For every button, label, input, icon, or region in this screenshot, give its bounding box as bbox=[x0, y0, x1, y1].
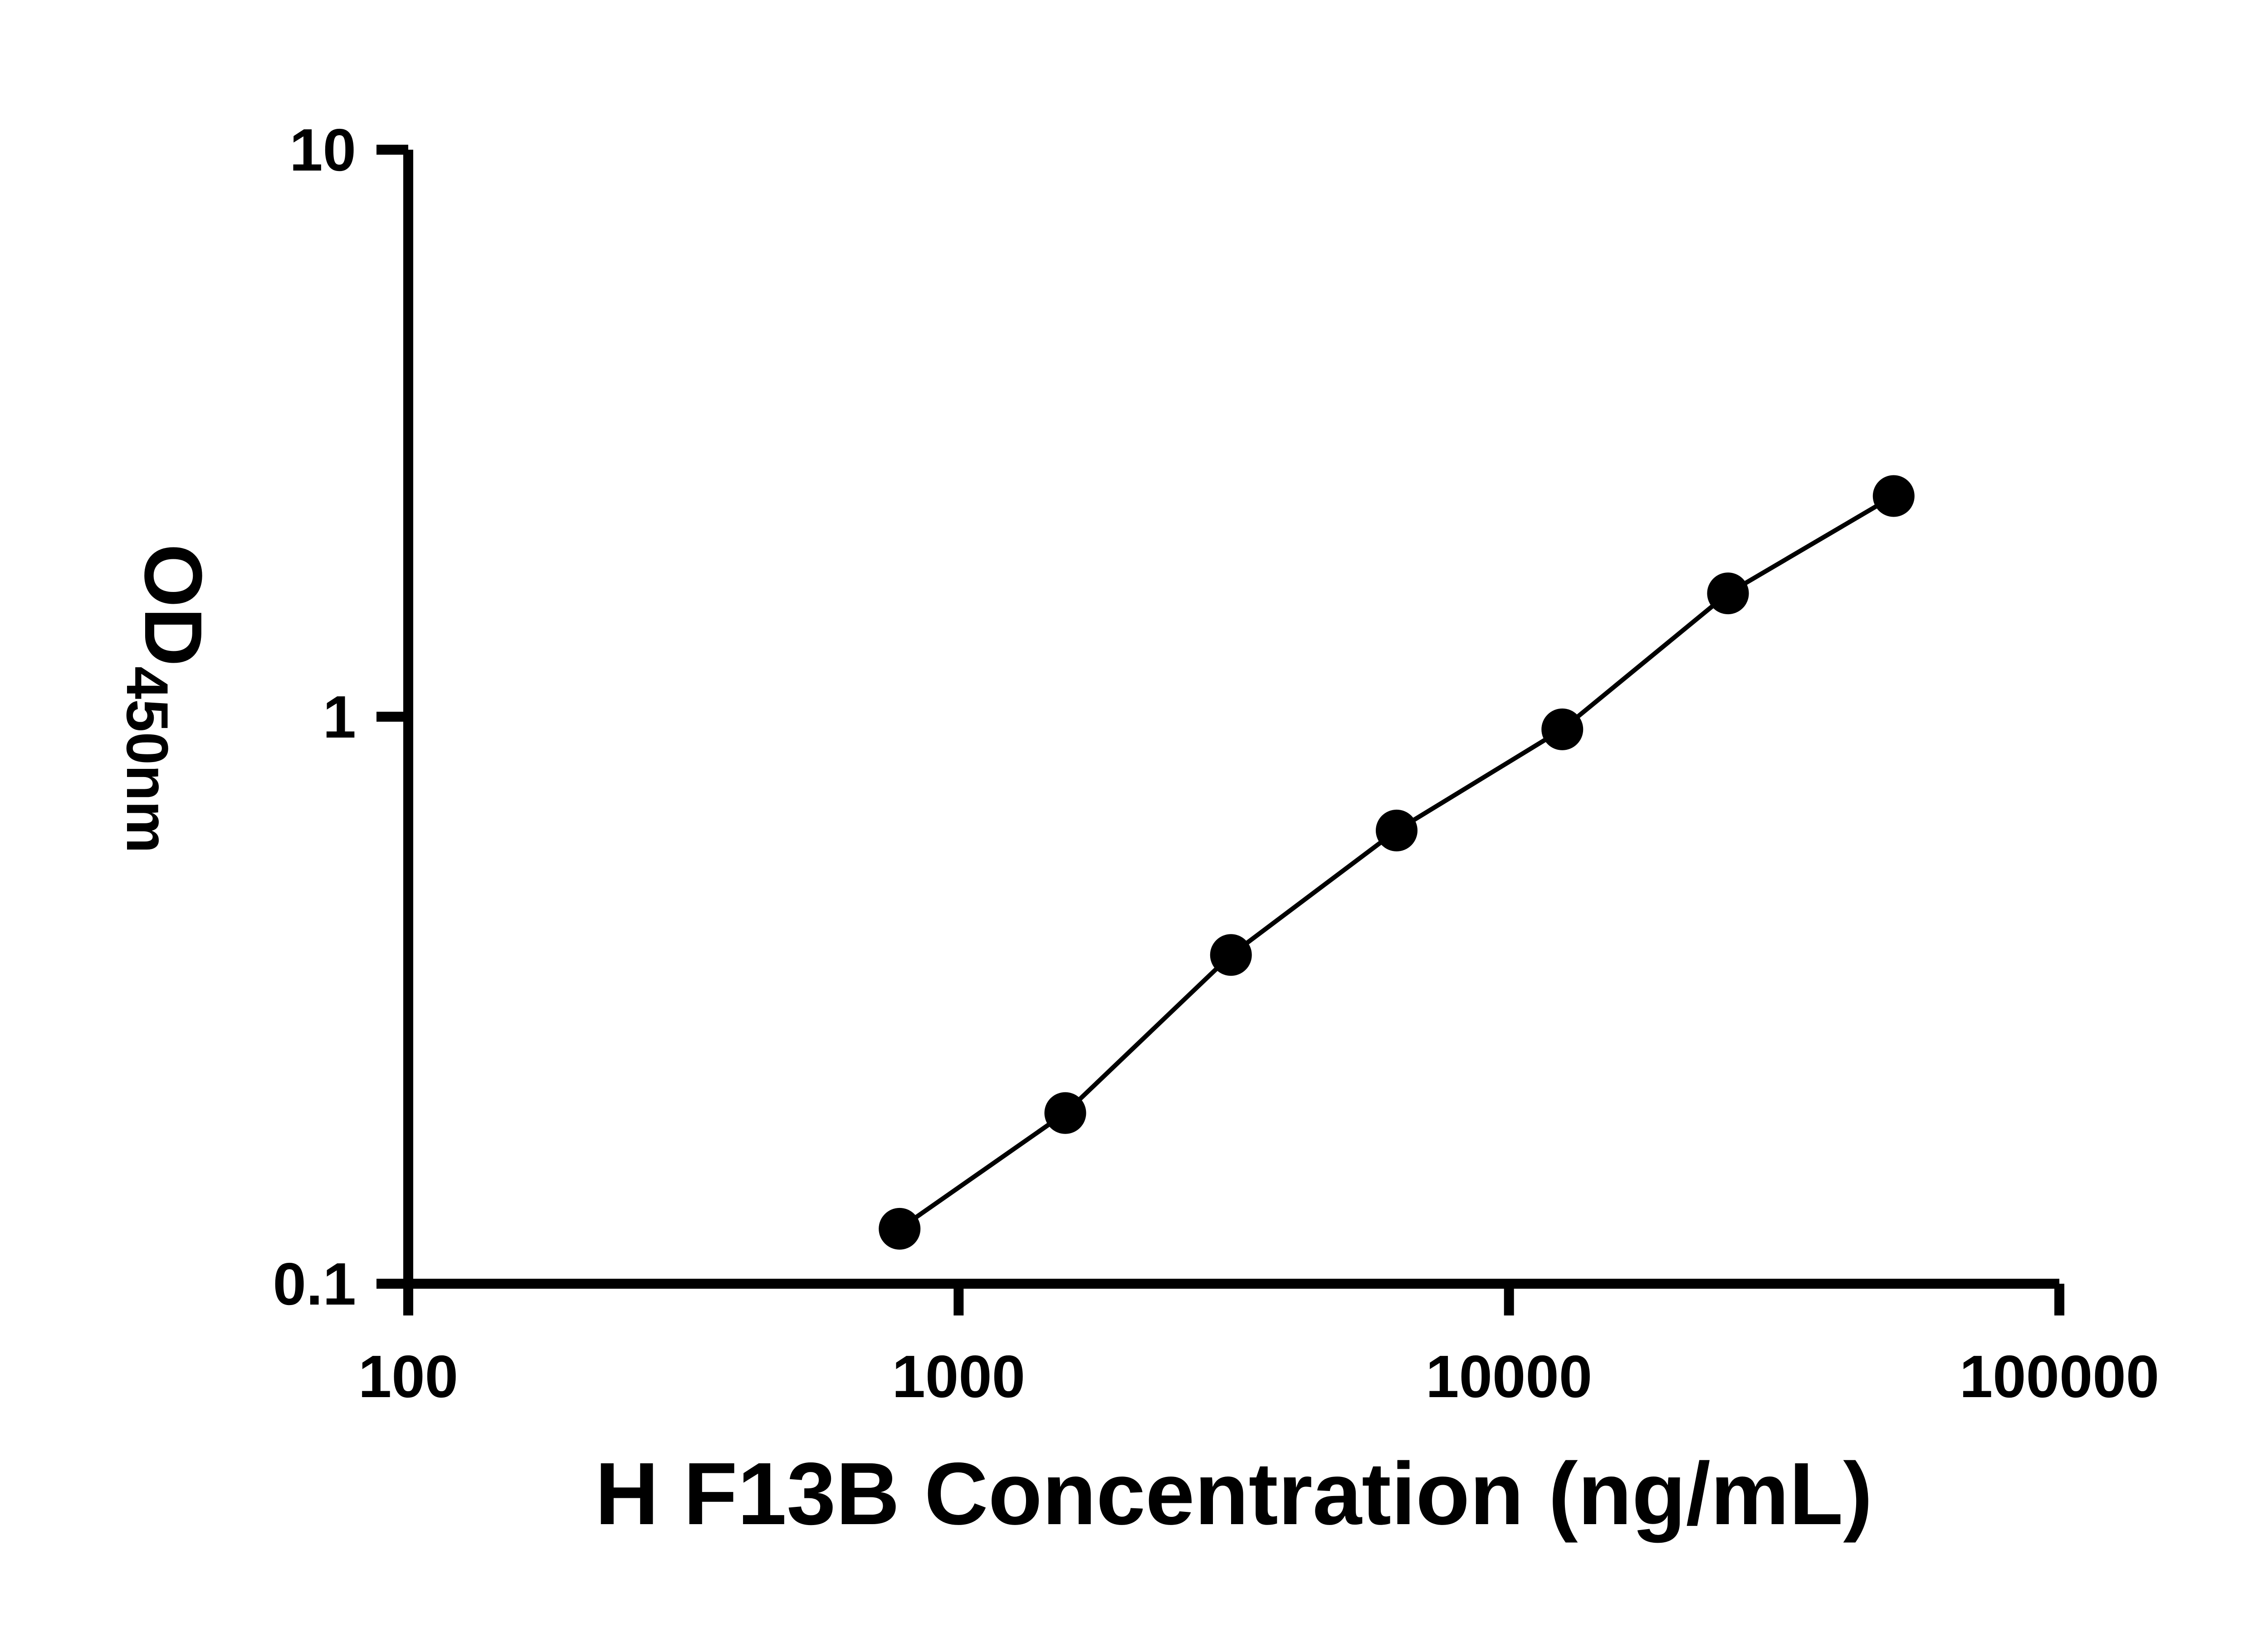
y-axis-title-subscript: 450nm bbox=[114, 666, 181, 853]
y-axis-title: OD450nm bbox=[114, 544, 219, 853]
x-tick-label: 10000 bbox=[1426, 1343, 1592, 1410]
x-tick-label: 100 bbox=[358, 1343, 458, 1410]
data-point bbox=[1707, 572, 1749, 615]
x-axis-title: H F13B Concentration (ng/mL) bbox=[595, 1444, 1873, 1543]
data-point bbox=[1872, 475, 1915, 517]
data-point bbox=[879, 1208, 921, 1250]
y-tick-label: 10 bbox=[289, 117, 356, 183]
y-axis-title-main: OD bbox=[127, 544, 219, 666]
axes-layer: 100 1000 10000 100000 10 1 0.1 bbox=[273, 117, 2160, 1410]
data-point bbox=[1210, 934, 1252, 976]
data-point bbox=[1541, 708, 1584, 750]
data-point bbox=[1376, 809, 1418, 851]
series-layer bbox=[879, 475, 1915, 1250]
x-tick-label: 1000 bbox=[892, 1343, 1026, 1410]
y-tick-label: 1 bbox=[323, 684, 356, 750]
x-tick-label: 100000 bbox=[1960, 1343, 2159, 1410]
data-point bbox=[1044, 1092, 1086, 1134]
y-tick-label: 0.1 bbox=[273, 1251, 357, 1317]
